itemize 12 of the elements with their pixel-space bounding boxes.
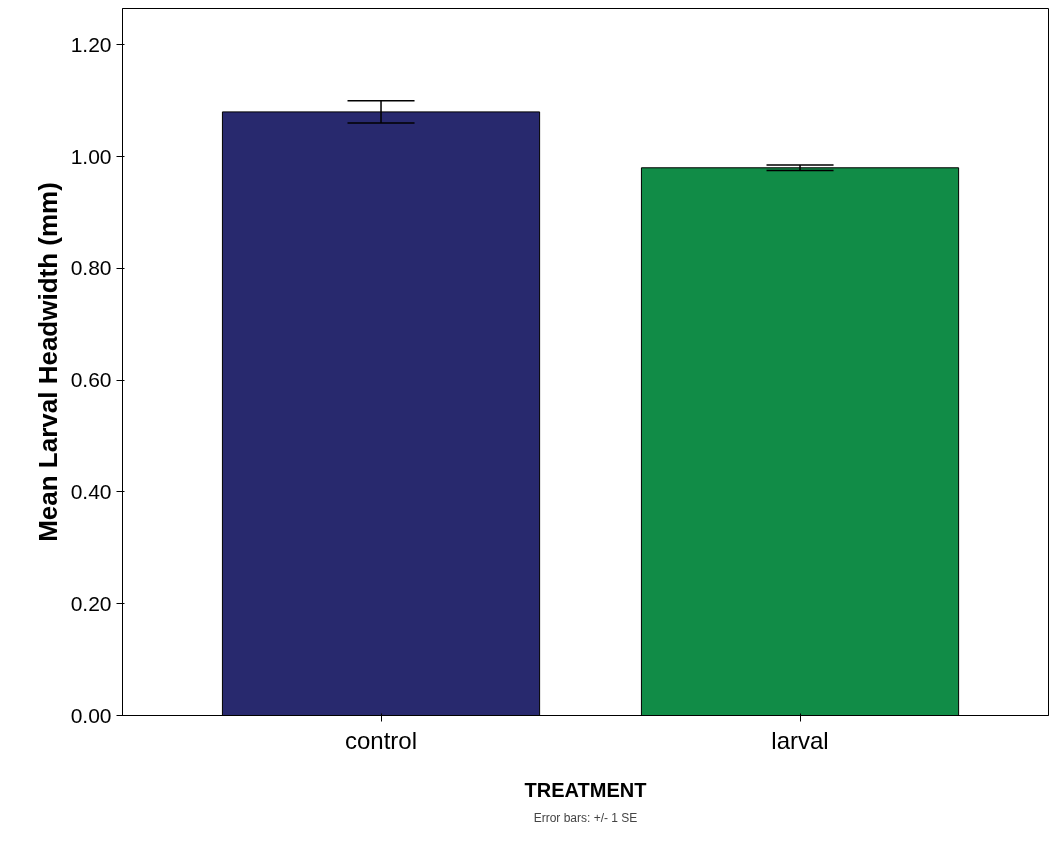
y-tick-label: 0.80 (70, 256, 112, 280)
y-tick-label: 1.00 (70, 144, 112, 168)
y-tick-label: 0.40 (70, 479, 112, 503)
x-tick-label: control (345, 726, 418, 754)
y-tick-label: 0.00 (70, 703, 112, 727)
y-tick-label: 0.20 (70, 591, 112, 615)
x-axis-title: TREATMENT (524, 778, 647, 801)
y-axis-title: Mean Larval Headwidth (mm) (32, 182, 63, 542)
y-tick-label: 0.60 (70, 368, 112, 392)
y-tick-label: 1.20 (70, 32, 112, 56)
x-tick-label: larval (771, 726, 829, 754)
text: Error bars: +/- 1 SE (533, 810, 638, 825)
